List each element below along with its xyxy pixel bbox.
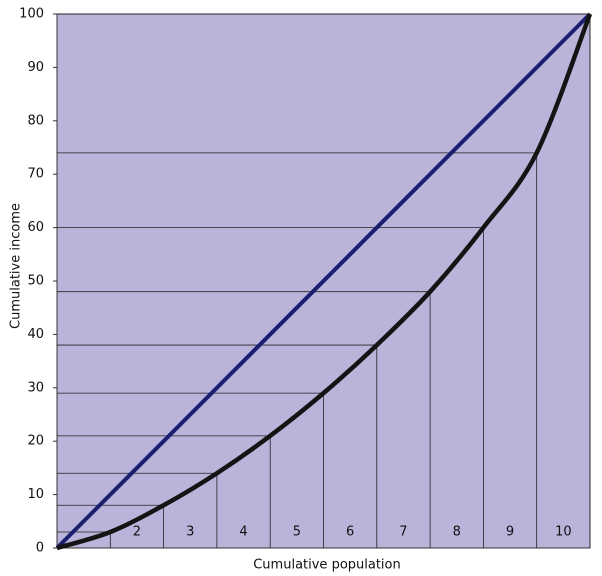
x-tick-label: 2	[133, 525, 141, 540]
x-tick-label: 10	[555, 525, 572, 540]
y-tick-label: 60	[27, 220, 44, 235]
x-tick-label: 3	[186, 525, 194, 540]
y-tick-label: 20	[27, 434, 44, 449]
x-tick-label: 8	[453, 525, 461, 540]
y-tick-label: 30	[27, 380, 44, 395]
lorenz-curve	[56, 13, 593, 551]
x-tick-label: 6	[346, 525, 354, 540]
equality-line	[55, 12, 592, 550]
y-tick-label: 40	[27, 327, 44, 342]
y-tick-label: 50	[27, 274, 44, 289]
x-tick-label: 7	[399, 525, 407, 540]
x-tick-label: 5	[293, 525, 301, 540]
y-tick-label: 0	[36, 541, 44, 556]
x-axis-label: Cumulative population	[253, 558, 401, 573]
y-tick-label: 100	[19, 7, 44, 22]
y-tick-label: 80	[27, 113, 44, 128]
y-tick-label: 70	[27, 167, 44, 182]
x-tick-label: 9	[506, 525, 514, 540]
y-tick-label: 10	[27, 487, 44, 502]
y-tick-label: 90	[27, 60, 44, 75]
y-axis-label: Cumulative income	[9, 203, 24, 329]
x-tick-label: 4	[239, 525, 247, 540]
